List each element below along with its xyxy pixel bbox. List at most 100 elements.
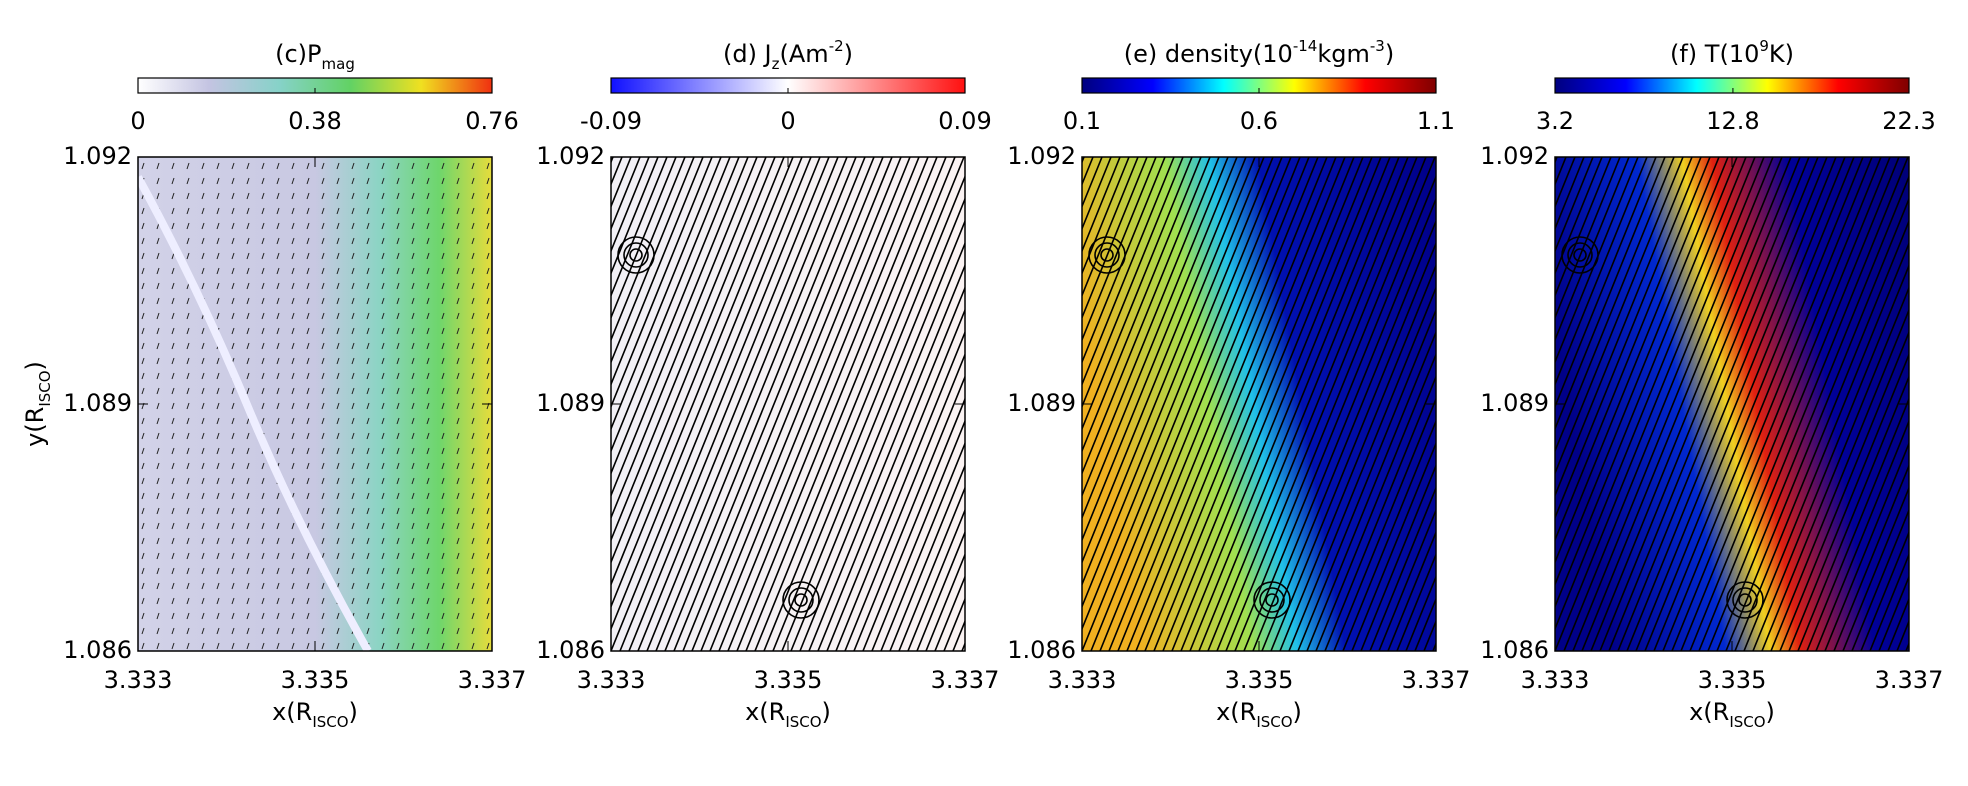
velocity-arrow <box>486 477 490 485</box>
field-overlay <box>138 162 490 651</box>
field-line <box>1135 157 1337 651</box>
field-line <box>1915 157 1968 651</box>
velocity-arrow <box>231 297 235 305</box>
field-line <box>1405 574 1436 651</box>
velocity-arrow <box>156 192 160 200</box>
velocity-arrow <box>381 252 385 260</box>
field-line <box>1387 530 1436 651</box>
velocity-arrow <box>486 507 490 515</box>
field-line <box>916 530 965 651</box>
velocity-arrow <box>306 417 310 425</box>
velocity-arrow <box>321 327 325 335</box>
velocity-arrow <box>291 627 295 635</box>
velocity-arrow <box>246 177 250 185</box>
panel-title-part: (e) density(10 <box>1124 40 1293 68</box>
velocity-arrow <box>171 492 175 500</box>
velocity-arrow <box>441 642 445 650</box>
velocity-arrow <box>216 162 220 170</box>
velocity-arrow <box>246 567 250 575</box>
velocity-arrow <box>261 252 265 260</box>
velocity-arrow <box>141 222 145 230</box>
velocity-arrow <box>456 432 460 440</box>
velocity-arrow <box>186 207 190 215</box>
velocity-arrow <box>471 402 475 410</box>
velocity-arrow <box>411 357 415 365</box>
field-line <box>1590 157 1792 651</box>
field-line <box>1555 157 1675 454</box>
field-line <box>763 157 965 651</box>
velocity-arrow <box>231 432 235 440</box>
velocity-arrow <box>381 297 385 305</box>
velocity-arrow <box>276 267 280 275</box>
field-line <box>1082 157 1256 587</box>
velocity-arrow <box>261 282 265 290</box>
velocity-arrow <box>366 237 370 245</box>
velocity-arrow <box>366 297 370 305</box>
velocity-arrow <box>171 357 175 365</box>
velocity-arrow <box>291 462 295 470</box>
field-line <box>611 157 767 542</box>
velocity-arrow <box>471 222 475 230</box>
field-line <box>1369 485 1436 651</box>
field-line <box>1082 157 1202 454</box>
velocity-arrow <box>231 522 235 530</box>
velocity-arrow <box>246 387 250 395</box>
velocity-arrow <box>396 327 400 335</box>
velocity-arrow <box>471 552 475 560</box>
velocity-arrow <box>366 267 370 275</box>
velocity-arrow <box>216 297 220 305</box>
velocity-arrow <box>426 267 430 275</box>
x-axis-label-part: ) <box>822 698 831 726</box>
velocity-arrow <box>186 507 190 515</box>
velocity-arrow <box>336 492 340 500</box>
field-line <box>1734 219 1909 651</box>
velocity-arrow <box>201 477 205 485</box>
velocity-arrow <box>216 282 220 290</box>
velocity-arrow <box>336 522 340 530</box>
field-line <box>611 157 803 631</box>
field-loop <box>1561 236 1599 274</box>
velocity-arrow <box>336 537 340 545</box>
field-line <box>1082 157 1121 253</box>
field-line <box>1082 157 1139 298</box>
velocity-arrow <box>486 177 490 185</box>
velocity-arrow <box>441 432 445 440</box>
velocity-arrow <box>216 432 220 440</box>
velocity-arrow <box>216 522 220 530</box>
velocity-arrow <box>306 282 310 290</box>
velocity-arrow <box>261 327 265 335</box>
velocity-arrow <box>171 252 175 260</box>
velocity-arrow <box>426 612 430 620</box>
velocity-arrow <box>381 372 385 380</box>
velocity-arrow <box>261 492 265 500</box>
velocity-arrow <box>396 462 400 470</box>
velocity-arrow <box>411 222 415 230</box>
velocity-arrow <box>186 177 190 185</box>
velocity-arrow <box>456 507 460 515</box>
velocity-arrow <box>276 432 280 440</box>
velocity-arrow <box>261 507 265 515</box>
velocity-arrow <box>351 642 355 650</box>
velocity-arrow <box>246 207 250 215</box>
velocity-arrow <box>306 477 310 485</box>
velocity-arrow <box>141 342 145 350</box>
velocity-arrow <box>246 267 250 275</box>
velocity-arrow <box>381 642 385 650</box>
velocity-arrow <box>306 237 310 245</box>
velocity-arrow <box>366 357 370 365</box>
velocity-arrow <box>366 282 370 290</box>
velocity-arrow <box>486 312 490 320</box>
field-loop <box>629 248 643 262</box>
velocity-arrow <box>366 432 370 440</box>
velocity-arrow <box>471 177 475 185</box>
velocity-arrow <box>351 432 355 440</box>
velocity-arrow <box>156 162 160 170</box>
velocity-arrow <box>216 612 220 620</box>
velocity-arrow <box>471 282 475 290</box>
velocity-arrow <box>336 252 340 260</box>
velocity-arrow <box>186 447 190 455</box>
panel-title-part: mag <box>322 55 355 73</box>
velocity-arrow <box>456 402 460 410</box>
x-axis-label-part: ISCO <box>312 713 348 731</box>
velocity-arrow <box>276 402 280 410</box>
